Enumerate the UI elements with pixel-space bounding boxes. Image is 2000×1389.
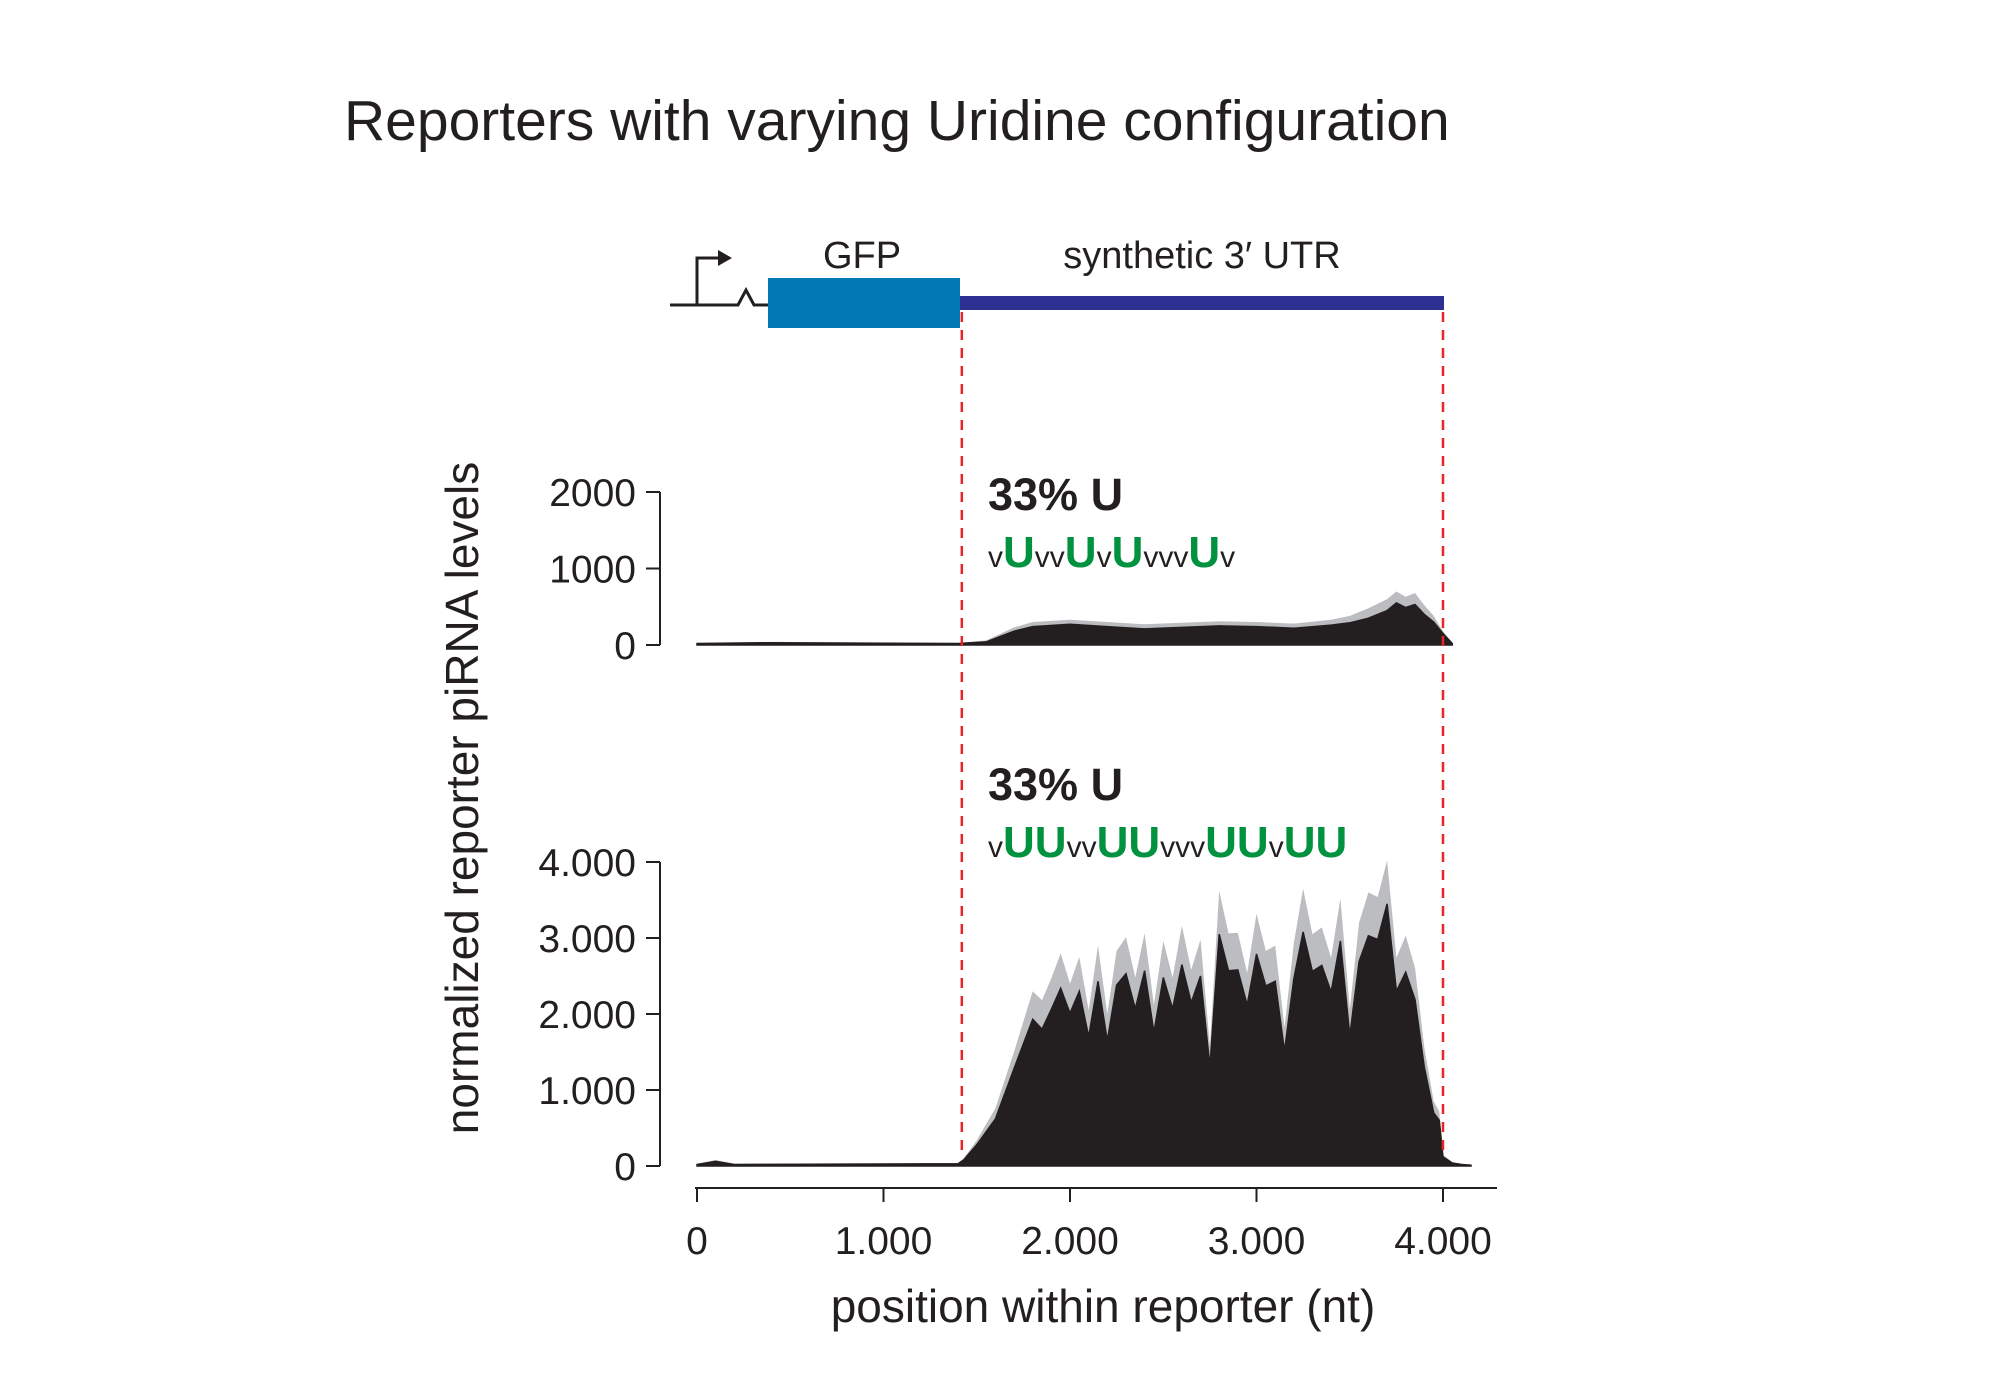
non-uridine-run: v [1097, 541, 1112, 574]
x-tick-label: 3.000 [1208, 1220, 1306, 1263]
y-tick-label: 2.000 [538, 994, 636, 1037]
y-tick-label: 0 [614, 625, 636, 668]
gfp-label: GFP [823, 235, 901, 277]
utr-label: synthetic 3′ UTR [1063, 235, 1340, 277]
panel-top-sequence: vUvvUvUvvvUv [988, 528, 1235, 577]
promoter-arrow-icon [695, 256, 720, 305]
x-tick-label: 0 [686, 1220, 708, 1263]
x-tick-label: 1.000 [835, 1220, 933, 1263]
panel-top-signal-area [696, 602, 1454, 646]
x-axis: 0 1.000 2.000 3.000 4.000 [686, 1187, 1497, 1263]
y-tick-label: 4.000 [538, 842, 636, 885]
x-tick-label: 2.000 [1021, 1220, 1119, 1263]
uridine-run: U [1003, 528, 1035, 577]
gfp-box [768, 278, 960, 328]
y-tick-label: 2000 [549, 472, 636, 515]
region-boundaries [960, 312, 1445, 1158]
non-uridine-run: v [988, 831, 1003, 864]
panel-bottom-y-ticks: 0 1.000 2.000 3.000 4.000 [538, 842, 660, 1189]
uridine-run: UU [1097, 818, 1161, 867]
non-uridine-run: v [1220, 541, 1235, 574]
uridine-run: U [1112, 528, 1144, 577]
uridine-run: U [1188, 528, 1220, 577]
y-tick-label: 1000 [549, 549, 636, 592]
uridine-run: U [1065, 528, 1097, 577]
panel-bottom-annotation: 33% U [988, 759, 1123, 810]
uridine-run: UU [1003, 818, 1067, 867]
y-tick-label: 1.000 [538, 1070, 636, 1113]
panel-top-y-ticks: 0 1000 2000 [549, 472, 660, 668]
non-uridine-run: v [988, 541, 1003, 574]
non-uridine-run: v [1269, 831, 1284, 864]
y-tick-label: 0 [614, 1146, 636, 1189]
x-axis-label: position within reporter (nt) [831, 1280, 1376, 1332]
y-tick-label: 3.000 [538, 918, 636, 961]
figure-title: Reporters with varying Uridine configura… [344, 89, 1450, 153]
non-uridine-run: vv [1035, 541, 1065, 574]
panel-bottom-sequence: vUUvvUUvvvUUvUU [988, 818, 1347, 867]
utr-bar [960, 296, 1444, 310]
reporter-schematic: GFP synthetic 3′ UTR [670, 235, 1444, 328]
non-uridine-run: vvv [1143, 541, 1188, 574]
panel-top-annotation: 33% U [988, 469, 1123, 520]
promoter-arrowhead-icon [718, 250, 732, 266]
uridine-run: UU [1284, 818, 1348, 867]
uridine-run: UU [1205, 818, 1269, 867]
panel-bottom-signal-area [696, 903, 1472, 1167]
x-tick-label: 4.000 [1394, 1220, 1492, 1263]
non-uridine-run: vvv [1160, 831, 1205, 864]
non-uridine-run: vv [1067, 831, 1097, 864]
y-axis-label: normalized reporter piRNA levels [436, 462, 488, 1134]
promoter-line [670, 286, 768, 307]
